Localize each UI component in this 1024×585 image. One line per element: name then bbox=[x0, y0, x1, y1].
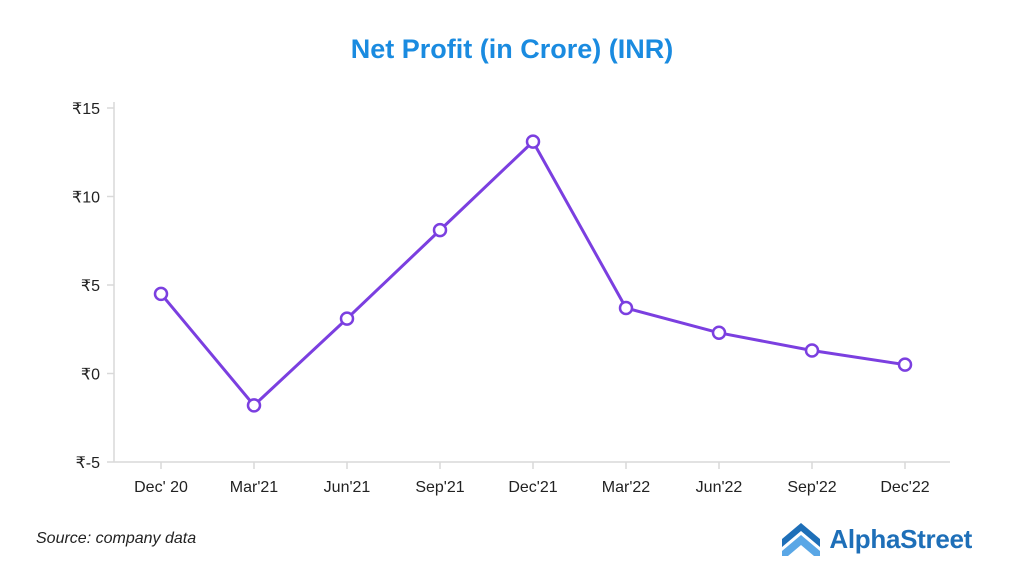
data-point bbox=[246, 398, 262, 413]
x-tick-label: Sep'21 bbox=[415, 479, 464, 496]
source-note: Source: company data bbox=[36, 530, 197, 547]
series-line bbox=[159, 140, 906, 407]
data-point bbox=[339, 311, 355, 326]
x-tick-label: Dec' 20 bbox=[134, 479, 188, 496]
y-axis-ticks: ₹15 ₹10 ₹5 ₹0 ₹-5 bbox=[72, 101, 114, 472]
x-tick-label: Mar'21 bbox=[230, 479, 279, 496]
series-net-profit bbox=[153, 134, 913, 413]
chart-title: Net Profit (in Crore) (INR) bbox=[350, 34, 674, 64]
x-axis-ticks: Dec' 20 Mar'21 Jun'21 Sep'21 Dec'21 Mar'22 Jun… bbox=[134, 462, 930, 496]
alphastreet-logo-icon bbox=[782, 523, 821, 556]
brand-logo: AlphaStreet bbox=[781, 522, 972, 556]
x-tick-label: Sep'22 bbox=[787, 479, 836, 496]
y-tick-label: ₹5 bbox=[81, 278, 100, 295]
data-point bbox=[525, 134, 541, 149]
x-tick-label: Dec'21 bbox=[508, 479, 557, 496]
y-tick-label: ₹15 bbox=[72, 101, 100, 118]
data-point bbox=[897, 357, 913, 372]
brand-name: AlphaStreet bbox=[829, 523, 972, 554]
data-point bbox=[804, 343, 820, 358]
y-tick-label: ₹0 bbox=[81, 367, 100, 384]
y-tick-label: ₹10 bbox=[72, 190, 100, 207]
data-point bbox=[153, 286, 169, 302]
x-tick-label: Jun'21 bbox=[324, 479, 371, 496]
data-point bbox=[432, 222, 448, 238]
x-tick-label: Mar'22 bbox=[602, 479, 651, 496]
chart-axes bbox=[113, 102, 950, 463]
x-tick-label: Dec'22 bbox=[880, 479, 929, 496]
x-tick-label: Jun'22 bbox=[696, 479, 743, 496]
y-tick-label: ₹-5 bbox=[76, 455, 101, 472]
data-point bbox=[618, 300, 634, 316]
data-point bbox=[711, 325, 727, 341]
